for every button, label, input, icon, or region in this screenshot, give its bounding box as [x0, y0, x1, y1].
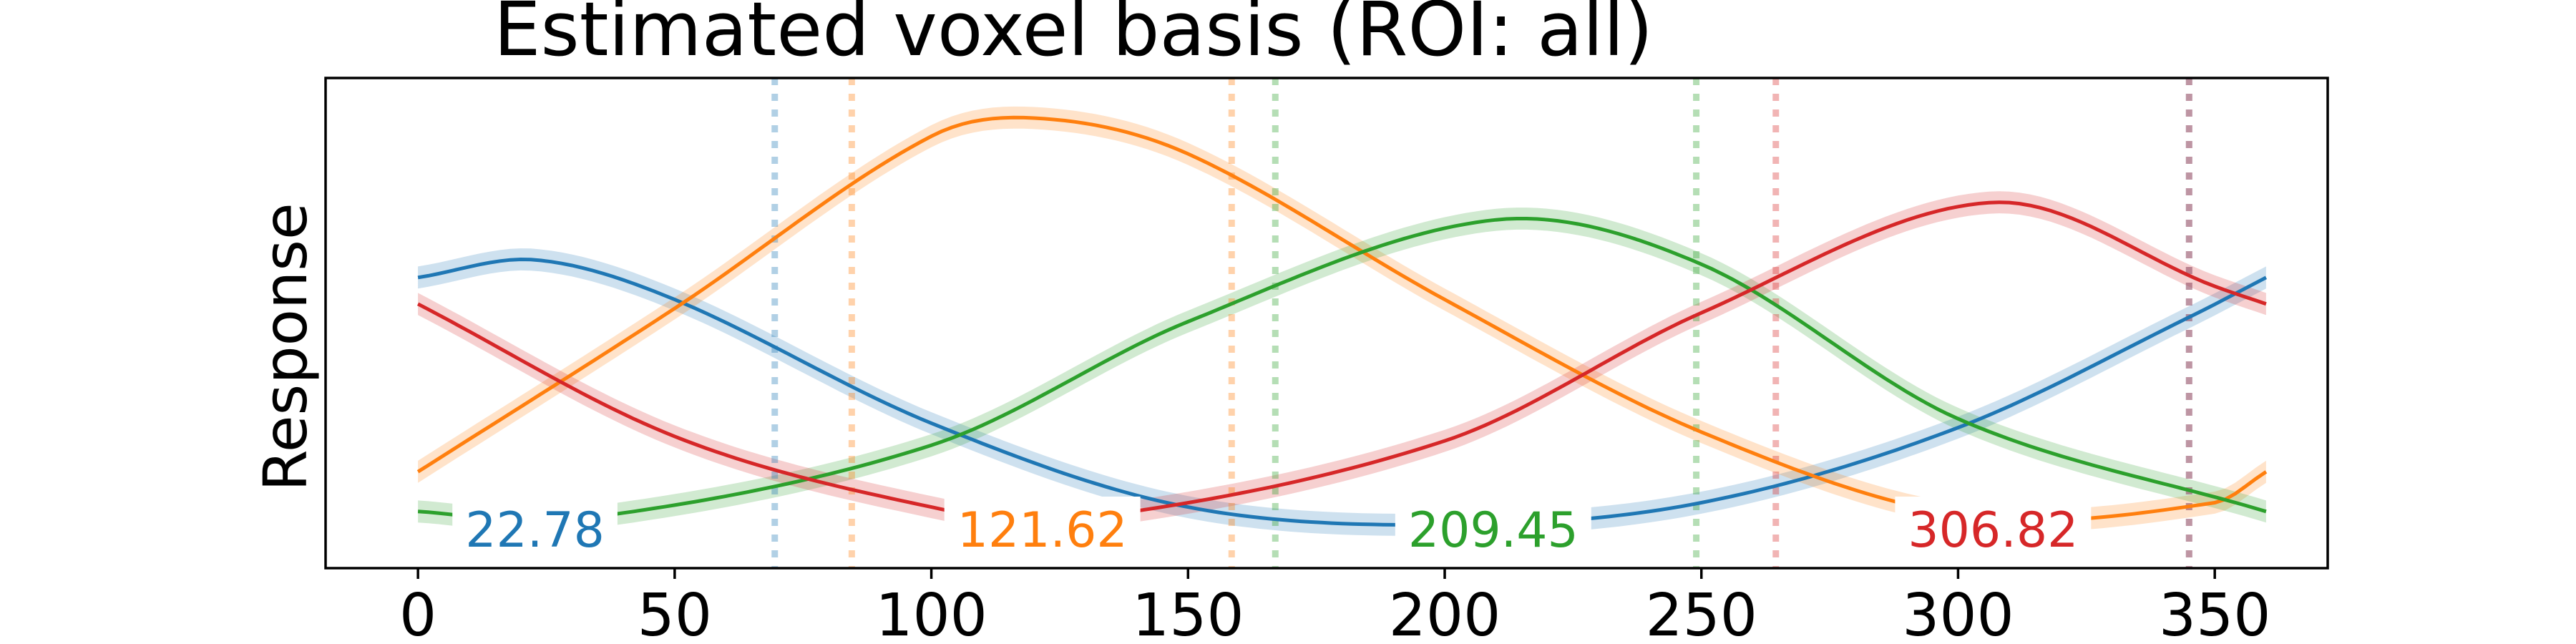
series-3-line — [417, 217, 2267, 525]
x-tick-label-8: 350 — [2159, 582, 2271, 644]
x-axis: 0 50 100 150 200 250 300 350 — [399, 568, 2270, 644]
peak-label-2-background — [944, 497, 1141, 565]
x-tick-label-1: 0 — [399, 582, 436, 644]
plot-frame — [324, 77, 2329, 570]
series-4-line — [416, 200, 2267, 525]
series-4-band — [418, 191, 2266, 534]
series-3-band — [418, 208, 2266, 534]
peak-label-1-background — [452, 497, 618, 565]
peak-label-4: 306.82 — [1908, 502, 2078, 559]
x-tick-label-3: 100 — [875, 582, 987, 644]
y-axis-label: Response — [250, 203, 321, 491]
series-1-line — [417, 257, 2268, 527]
x-tick-label-6: 250 — [1645, 582, 1757, 644]
peak-label-2: 121.62 — [957, 502, 1128, 559]
peak-label-4-background — [1895, 497, 2092, 565]
peak-label-3-background — [1395, 497, 1591, 565]
x-tick-label-5: 200 — [1389, 582, 1501, 644]
chart-title: Estimated voxel basis (ROI: all) — [494, 0, 1653, 73]
peak-label-3: 209.45 — [1408, 502, 1579, 559]
x-tick-label-2: 50 — [638, 582, 712, 644]
series-1-band — [418, 248, 2266, 536]
plot-area: 22.78 121.62 209.45 306.82 — [416, 78, 2268, 568]
x-tick-label-7: 300 — [1902, 582, 2014, 644]
x-tick-label-4: 150 — [1132, 582, 1244, 644]
peak-label-1: 22.78 — [465, 502, 605, 559]
